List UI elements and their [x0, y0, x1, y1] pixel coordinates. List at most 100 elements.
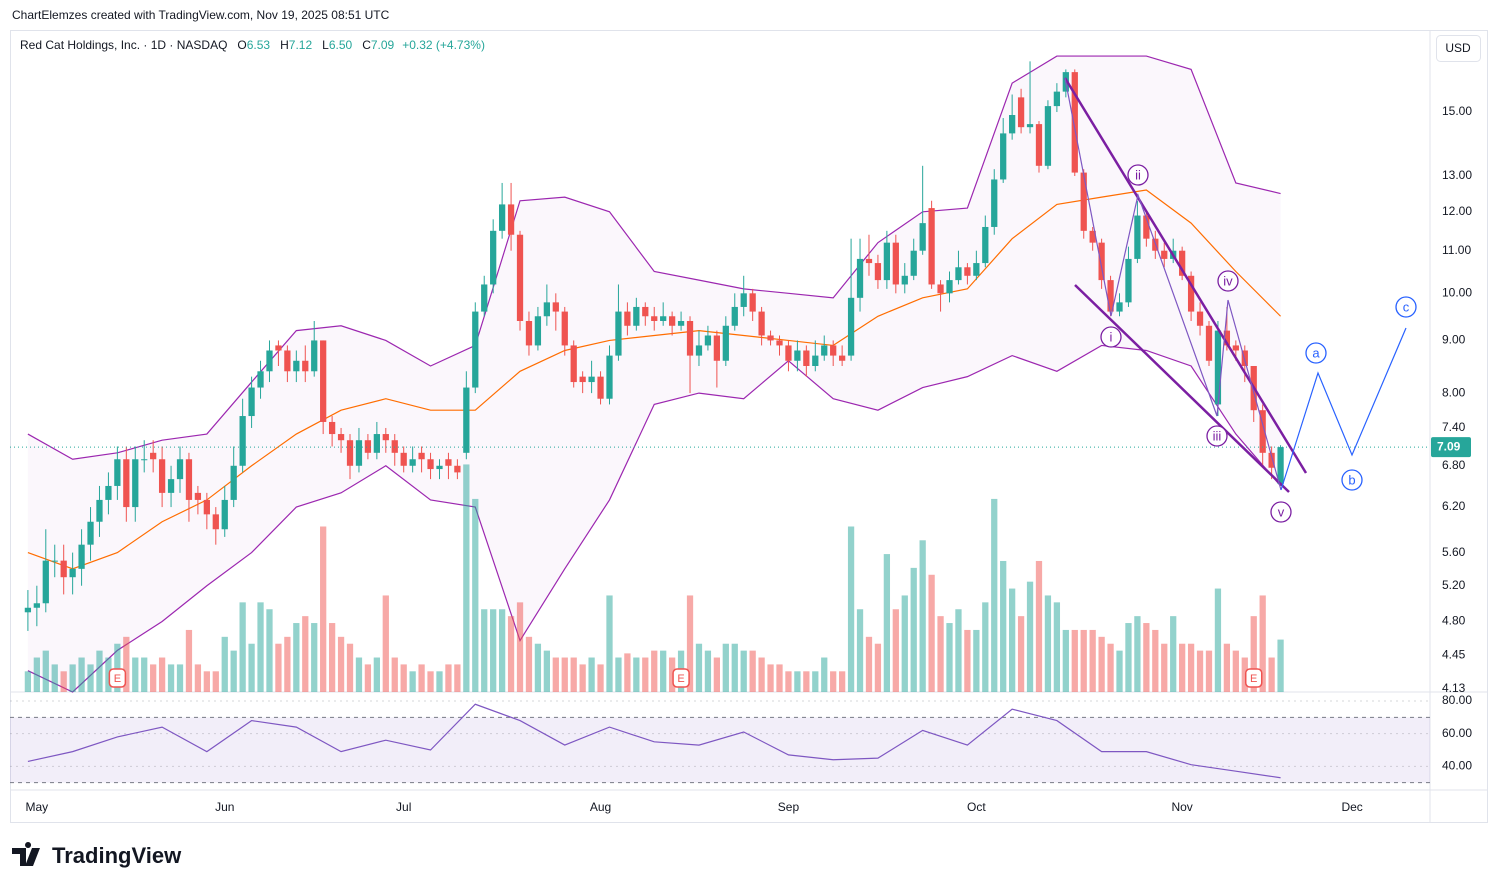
earnings-marker: [1244, 668, 1263, 688]
volume-bar: [955, 609, 962, 692]
volume-bar: [203, 671, 210, 692]
volume-bar: [1241, 657, 1248, 692]
volume-bar: [212, 671, 219, 692]
volume-bar: [543, 650, 550, 692]
wave-label: i: [1110, 329, 1113, 344]
candle-body: [758, 311, 765, 336]
volume-bar: [1179, 643, 1186, 692]
candle-body: [991, 179, 998, 227]
y-tick-label: 4.13: [1442, 681, 1466, 695]
candle-body: [427, 459, 434, 470]
volume-bar: [991, 498, 998, 692]
volume-bar: [1098, 636, 1105, 692]
candle-body: [123, 459, 130, 508]
volume-bar: [1044, 595, 1052, 692]
volume-bar: [919, 540, 926, 692]
logo-icon: [12, 842, 40, 866]
candle-body: [686, 320, 694, 356]
volume-bar: [785, 671, 792, 692]
y-tick-label: 13.00: [1442, 168, 1472, 182]
currency-box[interactable]: [1436, 35, 1481, 62]
volume-bar: [445, 664, 452, 692]
earnings-marker: [108, 668, 127, 688]
candle-body: [642, 306, 649, 317]
candle-body: [1035, 124, 1043, 166]
wave-label: iv: [1223, 273, 1233, 288]
volume-bar: [1143, 623, 1150, 692]
volume-bar: [695, 643, 703, 692]
volume-bar: [382, 595, 389, 692]
candle-body: [141, 459, 148, 461]
candle-body: [472, 311, 479, 388]
frame: [10, 30, 1488, 823]
candle-body: [96, 499, 103, 522]
candle-body: [633, 306, 640, 326]
candle-body: [1017, 97, 1025, 128]
volume-bar: [355, 657, 363, 692]
candle-body: [87, 521, 94, 545]
candle-body: [284, 350, 291, 372]
candle-body: [24, 607, 32, 613]
volume-bar: [1116, 650, 1123, 692]
candle-body: [794, 350, 801, 361]
candle-body: [785, 345, 792, 361]
volume-bar: [1152, 629, 1159, 692]
candle-body: [158, 459, 166, 493]
volume-bar: [132, 657, 139, 692]
candle-body: [212, 514, 219, 530]
volume-bar: [436, 671, 443, 692]
legend-label: O: [237, 38, 246, 52]
volume-bar: [821, 657, 828, 692]
wave-label: ii: [1135, 167, 1141, 182]
candle-body: [185, 459, 193, 500]
volume-bar: [481, 609, 488, 692]
candle-body: [364, 440, 372, 453]
volume-bar: [96, 650, 103, 692]
legend-value: 7.12: [289, 38, 313, 52]
currency[interactable]: USD: [1445, 41, 1471, 55]
candle-body: [409, 459, 416, 466]
x-tick-label: Dec: [1341, 800, 1362, 814]
volume-bar: [1053, 602, 1061, 692]
volume-bar: [946, 623, 953, 692]
wave-circle: [1100, 326, 1122, 348]
volume-bar: [150, 664, 157, 692]
legend-value: 6.50: [329, 38, 353, 52]
earnings-label: E: [1250, 673, 1257, 685]
wave-circle: [1270, 501, 1292, 523]
candle-body: [973, 263, 980, 276]
y-tick-label: 5.20: [1442, 578, 1466, 592]
rsi-tick-label: 80.00: [1442, 693, 1472, 707]
volume-bar: [668, 657, 676, 692]
volume-bar: [1250, 616, 1257, 692]
candle-body: [722, 325, 729, 361]
candle-body: [1071, 72, 1078, 173]
candle-body: [221, 499, 228, 530]
volume-bar: [1107, 643, 1114, 692]
volume-bar: [248, 643, 255, 692]
y-tick-label: 12.00: [1442, 204, 1472, 218]
x-tick-label: May: [26, 800, 49, 814]
volume-bar: [490, 609, 497, 692]
candle-body: [704, 335, 712, 346]
volume-bar: [1196, 650, 1204, 692]
volume-bar: [561, 657, 568, 692]
volume-bar: [928, 574, 935, 692]
volume-bar: [803, 671, 810, 692]
candle-body: [776, 340, 783, 346]
candle-body: [839, 355, 846, 361]
candle-body: [239, 416, 246, 466]
candle-body: [391, 440, 398, 453]
volume-bar: [266, 609, 273, 692]
volume-bar: [284, 636, 291, 692]
candle-body: [445, 459, 452, 466]
volume-bar: [1205, 650, 1213, 692]
wave-lines: [1063, 77, 1407, 493]
candle-body: [507, 204, 515, 235]
volume-bar: [33, 657, 40, 692]
candle-body: [1009, 115, 1016, 134]
band-fill: [27, 56, 1281, 692]
candle-body: [1205, 325, 1213, 361]
